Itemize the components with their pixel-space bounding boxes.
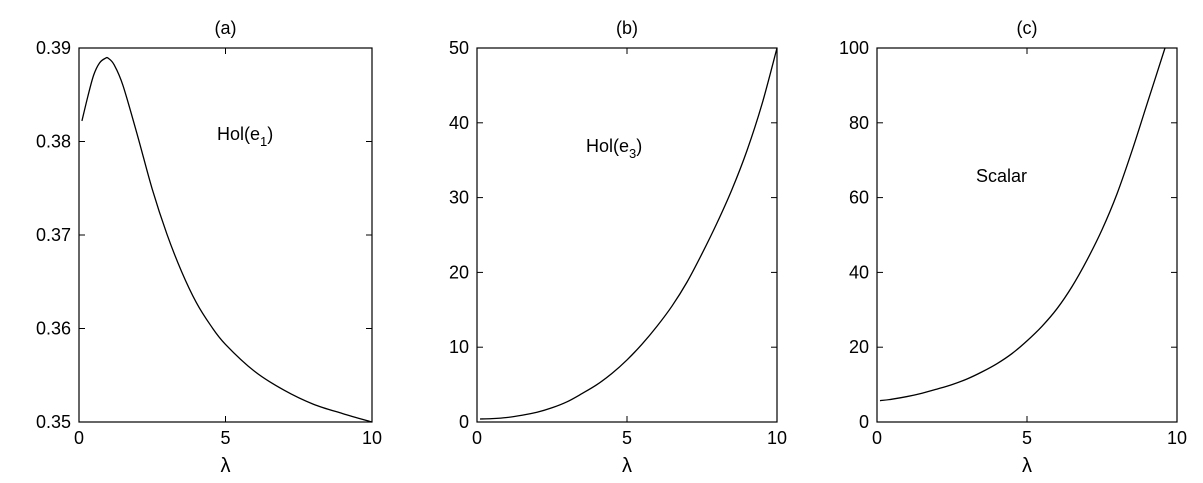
x-axis-label: λ <box>221 455 231 477</box>
annotation-subscript: 3 <box>629 146 636 161</box>
annotation-close: ) <box>267 124 273 144</box>
y-tick-label: 40 <box>849 262 869 282</box>
y-tick-label: 100 <box>839 38 869 58</box>
y-tick-label: 0 <box>859 412 869 432</box>
x-tick-label: 5 <box>220 428 230 448</box>
y-tick-label: 20 <box>849 337 869 357</box>
chart-panel-a: (a) 0 5 10 0.35 0.36 0.37 0.38 0.39 λ Hol(e1) <box>36 18 382 477</box>
annotation-subscript: 1 <box>260 134 267 149</box>
y-tick-label: 40 <box>449 113 469 133</box>
y-tick-label: 0.38 <box>36 132 71 152</box>
y-tick-label: 10 <box>449 337 469 357</box>
x-tick-label: 0 <box>472 428 482 448</box>
x-tick-label: 5 <box>1022 428 1032 448</box>
x-tick-label: 5 <box>622 428 632 448</box>
chart-title: (c) <box>1017 18 1038 38</box>
y-tick-label: 20 <box>449 262 469 282</box>
curve-annotation: Hol(e3) <box>586 136 642 161</box>
x-tick-label: 10 <box>1167 428 1187 448</box>
x-tick-label: 0 <box>74 428 84 448</box>
x-tick-label: 10 <box>362 428 382 448</box>
chart-panel-b: (b) 0 5 10 0 10 20 30 40 50 λ Hol(e3) <box>449 18 787 477</box>
y-tick-label: 0.35 <box>36 412 71 432</box>
plot-frame <box>78 47 373 423</box>
y-tick-label: 60 <box>849 188 869 208</box>
plot-frame <box>876 47 1178 423</box>
x-axis-label: λ <box>622 455 632 477</box>
y-tick-label: 0.39 <box>36 38 71 58</box>
y-tick-label: 0.36 <box>36 319 71 339</box>
y-tick-label: 30 <box>449 188 469 208</box>
series-line <box>479 47 778 420</box>
annotation-text: Hol(e <box>217 124 260 144</box>
y-tick-label: 50 <box>449 38 469 58</box>
series-line <box>81 56 373 423</box>
y-tick-label: 80 <box>849 113 869 133</box>
series-line <box>879 47 1166 402</box>
x-tick-label: 10 <box>767 428 787 448</box>
chart-title: (a) <box>215 18 237 38</box>
annotation-text: Scalar <box>976 166 1027 186</box>
curve-annotation: Hol(e1) <box>217 124 273 149</box>
annotation-text: Hol(e <box>586 136 629 156</box>
x-axis-label: λ <box>1022 455 1032 477</box>
curve-annotation: Scalar <box>976 166 1027 186</box>
x-tick-label: 0 <box>872 428 882 448</box>
plot-frame <box>476 47 778 423</box>
y-tick-label: 0 <box>459 412 469 432</box>
y-tick-label: 0.37 <box>36 225 71 245</box>
chart-title: (b) <box>616 18 638 38</box>
annotation-close: ) <box>636 136 642 156</box>
